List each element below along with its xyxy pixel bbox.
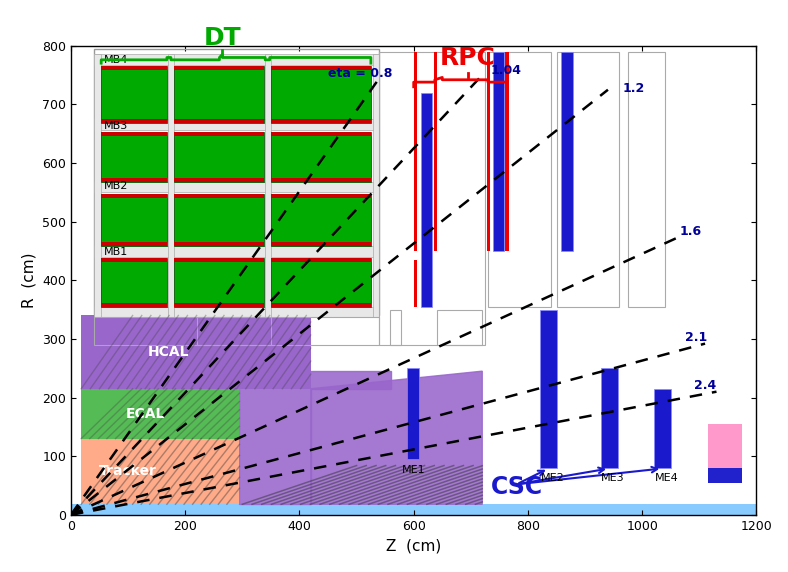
Text: CSC: CSC — [490, 475, 543, 499]
Text: MB2: MB2 — [103, 181, 128, 191]
Text: MB4: MB4 — [103, 54, 128, 65]
Bar — [271, 258, 371, 307]
Text: MB1: MB1 — [103, 247, 128, 257]
Bar — [271, 178, 371, 182]
Bar — [101, 258, 167, 262]
Bar — [94, 307, 380, 317]
Bar — [101, 193, 167, 197]
Bar — [94, 182, 380, 192]
Bar — [173, 66, 264, 70]
Bar — [271, 242, 371, 247]
Bar — [94, 54, 101, 317]
Text: RPC: RPC — [440, 46, 496, 70]
Text: ME4: ME4 — [655, 472, 678, 483]
Bar — [390, 309, 401, 345]
Text: 1.2: 1.2 — [623, 82, 645, 95]
Text: 2.1: 2.1 — [685, 331, 708, 344]
Text: 2.4: 2.4 — [693, 379, 716, 392]
Bar — [94, 247, 380, 257]
Bar — [373, 54, 380, 317]
Bar — [628, 51, 665, 307]
Bar — [173, 193, 264, 197]
Bar — [173, 178, 264, 182]
Text: MB3: MB3 — [103, 121, 128, 131]
Bar — [271, 66, 371, 70]
Bar — [380, 51, 485, 345]
Bar — [173, 258, 264, 307]
Text: ECAL: ECAL — [125, 407, 165, 421]
Bar — [173, 258, 264, 262]
Bar — [101, 132, 167, 182]
Bar — [101, 119, 167, 123]
Bar — [101, 178, 167, 182]
Bar — [414, 260, 417, 307]
Text: eta = 0.8: eta = 0.8 — [328, 67, 392, 80]
Bar — [173, 242, 264, 247]
Bar — [168, 54, 173, 317]
Bar — [101, 66, 167, 70]
Bar — [708, 424, 742, 468]
Bar — [540, 309, 557, 468]
Bar — [101, 303, 167, 307]
Bar — [173, 132, 264, 182]
Bar — [173, 66, 264, 123]
Bar — [94, 54, 380, 65]
Bar — [556, 51, 619, 307]
Bar — [94, 49, 380, 315]
Bar — [173, 303, 264, 307]
Bar — [101, 242, 167, 247]
Bar — [505, 51, 508, 251]
Bar — [271, 132, 371, 136]
Bar — [71, 505, 756, 515]
Bar — [94, 119, 380, 130]
Bar — [407, 368, 419, 459]
Bar — [561, 51, 573, 251]
Bar — [271, 303, 371, 307]
Bar — [421, 93, 432, 307]
Text: 1.6: 1.6 — [679, 225, 701, 238]
Bar — [101, 258, 167, 307]
Bar — [488, 51, 551, 307]
Bar — [81, 315, 310, 389]
Y-axis label: R  (cm): R (cm) — [21, 252, 36, 308]
Bar — [101, 66, 167, 123]
X-axis label: Z  (cm): Z (cm) — [386, 538, 441, 553]
Bar — [271, 258, 371, 262]
Bar — [437, 309, 482, 345]
Bar — [271, 132, 371, 182]
Text: DT: DT — [203, 26, 241, 50]
Bar — [101, 193, 167, 247]
Text: ME3: ME3 — [601, 472, 625, 483]
Text: HCAL: HCAL — [147, 345, 189, 359]
Bar — [708, 468, 742, 483]
Bar — [654, 389, 671, 468]
Text: ME1: ME1 — [403, 465, 426, 475]
Bar — [94, 317, 380, 345]
Bar — [433, 51, 437, 251]
Text: 1.04: 1.04 — [491, 65, 522, 77]
Bar — [81, 389, 240, 439]
Bar — [81, 439, 240, 505]
Text: Tracker: Tracker — [99, 464, 157, 478]
Bar — [492, 51, 504, 251]
Bar — [271, 119, 371, 123]
Text: ME2: ME2 — [541, 472, 564, 483]
Bar — [414, 51, 417, 251]
Bar — [173, 132, 264, 136]
Bar — [197, 317, 271, 345]
Bar — [487, 51, 490, 251]
Bar — [271, 193, 371, 197]
Bar — [271, 193, 371, 247]
Bar — [173, 119, 264, 123]
Bar — [600, 368, 618, 468]
Bar — [101, 132, 167, 136]
Polygon shape — [240, 371, 391, 505]
Bar — [265, 54, 271, 317]
Bar — [271, 66, 371, 123]
Bar — [173, 193, 264, 247]
Polygon shape — [310, 371, 482, 505]
